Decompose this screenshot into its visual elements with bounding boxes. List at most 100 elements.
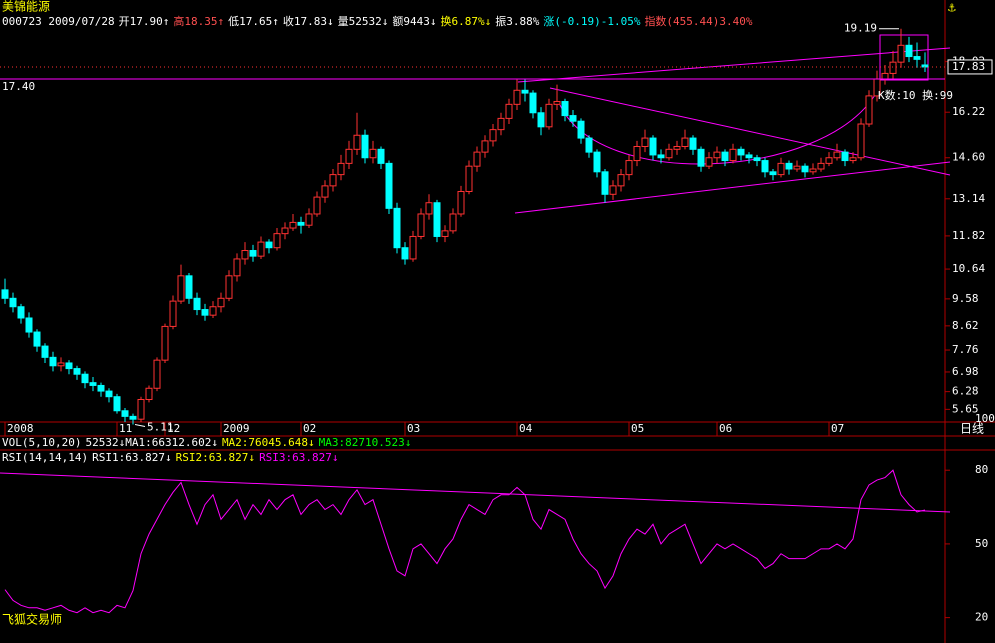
candle-body: [713, 151, 721, 159]
candle-body: [729, 148, 737, 162]
y-tick-label: 5.65: [952, 402, 979, 415]
candle-body: [297, 221, 305, 226]
candle-body: [97, 384, 105, 392]
candle-body: [289, 221, 297, 229]
row-item: RSI2:63.827↓: [176, 451, 255, 464]
candle-body: [817, 162, 825, 170]
x-tick-label: 12: [167, 422, 180, 435]
candle-body: [825, 157, 833, 164]
candle-body: [433, 202, 441, 237]
candle-body: [169, 300, 177, 327]
candle-body: [769, 171, 777, 176]
stock-name: 美锦能源: [2, 0, 50, 14]
candle-body: [41, 345, 49, 358]
candle-body: [281, 227, 289, 235]
candle-body: [657, 154, 665, 159]
period-label: 日线: [960, 422, 984, 436]
candle-body: [113, 396, 121, 412]
candle-body: [137, 399, 145, 420]
candle-body: [401, 247, 409, 260]
row-item: 低17.65↑: [228, 15, 279, 28]
candle-body: [681, 137, 689, 148]
candle-body: [513, 89, 521, 105]
y-tick-label: 6.28: [952, 385, 979, 398]
candle-body: [665, 148, 673, 159]
candle-body: [641, 137, 649, 148]
candle-body: [689, 137, 697, 150]
candle-body: [457, 190, 465, 215]
candle-body: [881, 72, 889, 80]
row-item: VOL(5,10,20): [2, 436, 81, 449]
candle-body: [897, 44, 905, 63]
candle-body: [217, 297, 225, 308]
y-tick-label: 16.22: [952, 105, 985, 118]
y-tick-label: 14.60: [952, 151, 985, 164]
candle-body: [785, 162, 793, 170]
row-item: 52532↓MA1:66312.602↓: [85, 436, 217, 449]
candle-body: [809, 168, 817, 173]
candle-body: [177, 275, 185, 302]
x-tick-label: 05: [631, 422, 644, 435]
candle-body: [697, 148, 705, 167]
candle-body: [505, 103, 513, 119]
candle-body: [233, 258, 241, 277]
candle-body: [465, 165, 473, 192]
trend-line: [549, 87, 951, 176]
candle-body: [321, 185, 329, 198]
x-tick-label: 11: [119, 422, 132, 435]
axis-note: 100: [975, 412, 995, 425]
y-tick-label: 8.62: [952, 319, 979, 332]
y-tick-label: 10.64: [952, 262, 985, 275]
x-tick-label: 03: [407, 422, 420, 435]
range-box: [879, 34, 929, 81]
candle-body: [49, 356, 57, 367]
candle-body: [105, 390, 113, 398]
x-tick-label: 2009: [223, 422, 250, 435]
trend-line: [514, 161, 951, 214]
candle-body: [649, 137, 657, 156]
candle-body: [89, 382, 97, 386]
candle-body: [73, 368, 81, 375]
row-item: MA3:82710.523↓: [319, 436, 412, 449]
rsi-line: [4, 469, 926, 614]
quote-row: 000723 2009/07/28 开17.90↑ 高18.35↑ 低17.65↑ 收1…: [2, 14, 753, 28]
row-item: RSI1:63.827↓: [92, 451, 171, 464]
row-item: 000723 2009/07/28: [2, 15, 115, 28]
row-item: 指数(455.44)3.40%: [644, 14, 752, 28]
low-pointer: [134, 424, 146, 428]
rsi-row: RSI(14,14,14) RSI1:63.827↓ RSI2:63.827↓ RSI…: [2, 451, 339, 464]
low-label: 5.11: [147, 421, 174, 434]
candle-body: [257, 241, 265, 257]
candle-body: [489, 129, 497, 142]
candle-body: [705, 157, 713, 167]
candle-body: [81, 373, 89, 384]
candle-body: [17, 306, 25, 319]
row-item: 涨(-0.19)-1.05%: [543, 15, 640, 28]
candle-body: [161, 325, 169, 361]
row-item: 振3.88%: [495, 14, 539, 28]
x-tick-label: 07: [831, 422, 844, 435]
candle-body: [569, 115, 577, 122]
y-tick-label: 11.82: [952, 229, 985, 242]
candle-body: [833, 151, 841, 159]
row-item: 换6.87%↓: [440, 14, 491, 28]
candle-body: [145, 387, 153, 401]
row-item: 高18.35↑: [173, 14, 224, 28]
y-tick-label: 9.58: [952, 292, 979, 305]
candle-body: [33, 331, 41, 347]
trend-line: [517, 47, 951, 83]
candle-body: [561, 101, 569, 117]
candle-body: [673, 146, 681, 150]
row-item: RSI(14,14,14): [2, 451, 88, 464]
high-label: 19.19: [844, 22, 877, 35]
candle-body: [497, 117, 505, 131]
candle-body: [617, 174, 625, 187]
candle-body: [353, 134, 361, 150]
candle-body: [201, 309, 209, 316]
y-tick-label: 7.76: [952, 343, 979, 356]
x-tick-label: 2008: [7, 422, 34, 435]
candle-body: [305, 213, 313, 226]
candle-body: [609, 185, 617, 195]
candle-body: [721, 151, 729, 162]
candle-body: [393, 207, 401, 249]
